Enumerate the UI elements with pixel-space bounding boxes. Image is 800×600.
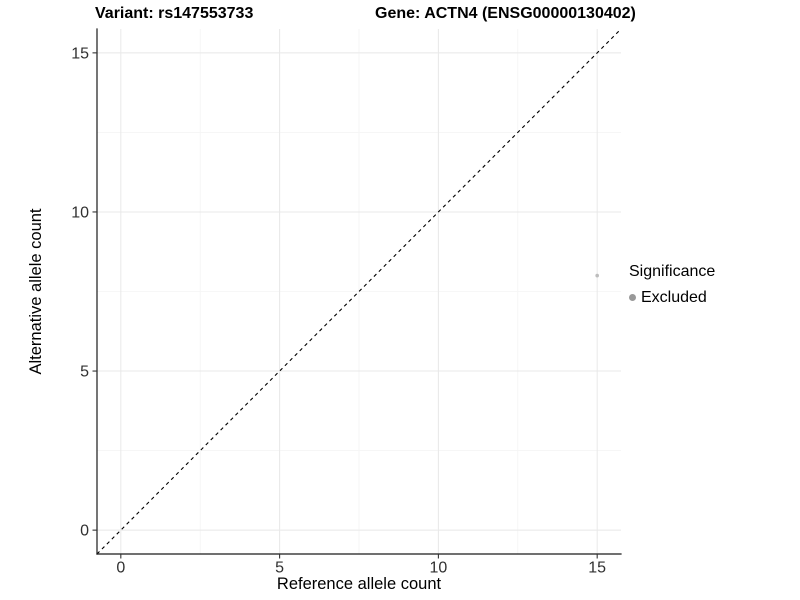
variant-title: Variant: rs147553733 <box>95 5 254 22</box>
legend: Significance Excluded <box>629 262 715 307</box>
legend-entry-excluded: Excluded <box>629 288 715 307</box>
y-tick-label: 15 <box>71 45 89 62</box>
x-axis-title: Reference allele count <box>277 575 442 593</box>
x-tick-label: 0 <box>116 560 125 577</box>
tick-marks <box>92 52 598 559</box>
y-tick-labels: 0 5 10 15 <box>71 45 89 539</box>
data-points <box>595 273 599 278</box>
y-tick-label: 0 <box>80 523 89 540</box>
data-point <box>595 273 599 278</box>
identity-line <box>96 28 622 555</box>
legend-title: Significance <box>629 263 716 280</box>
major-gridlines <box>97 29 621 554</box>
minor-gridlines <box>97 29 621 554</box>
x-tick-label: 10 <box>429 560 447 577</box>
legend-entry-label: Excluded <box>641 289 707 306</box>
y-tick-label: 10 <box>71 204 89 221</box>
y-tick-label: 5 <box>80 364 89 381</box>
x-tick-labels: 0 5 10 15 <box>116 560 606 577</box>
axis-lines <box>96 28 622 555</box>
legend-point-icon <box>629 294 636 301</box>
x-tick-label: 5 <box>275 560 284 577</box>
x-tick-label: 15 <box>588 560 606 577</box>
gene-title: Gene: ACTN4 (ENSG00000130402) <box>375 5 636 22</box>
y-axis-title: Alternative allele count <box>27 208 45 374</box>
